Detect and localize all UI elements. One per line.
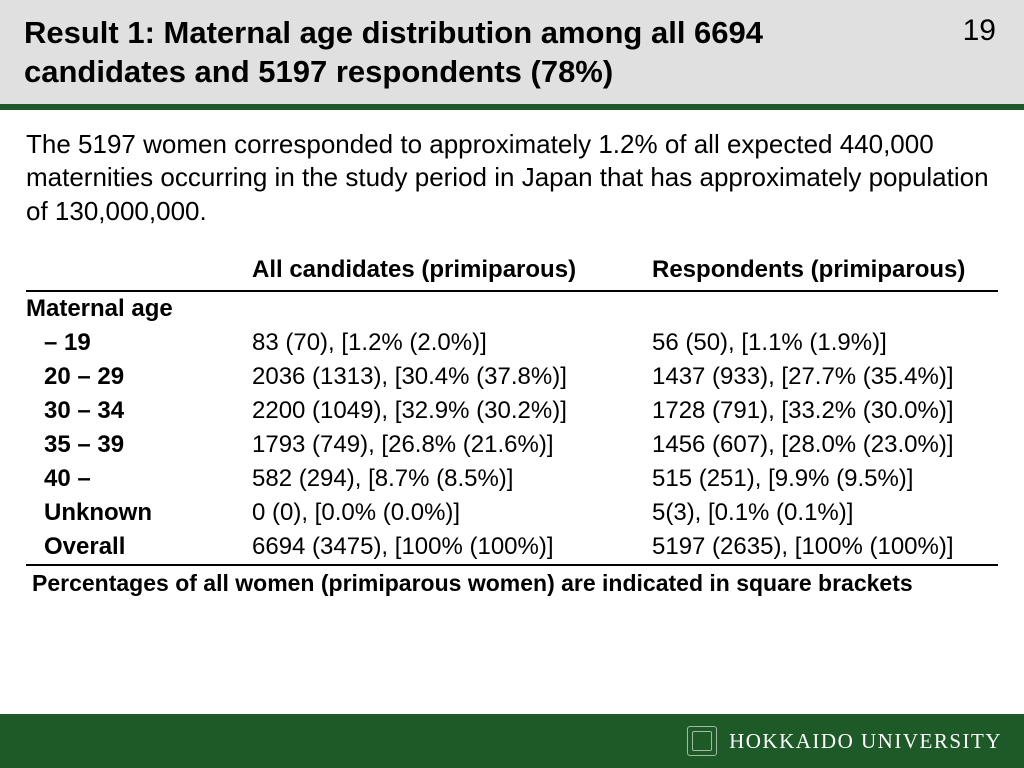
table-footnote: Percentages of all women (primiparous wo… (26, 565, 998, 600)
slide-body: The 5197 women corresponded to approxima… (0, 110, 1024, 600)
university-crest-icon (687, 726, 717, 756)
table-row: – 19 83 (70), [1.2% (2.0%)] 56 (50), [1.… (26, 326, 998, 360)
row-respondents: 1456 (607), [28.0% (23.0%)] (646, 428, 998, 462)
table-header-blank (26, 253, 246, 291)
row-label: 35 – 39 (26, 428, 246, 462)
table-row: 20 – 29 2036 (1313), [30.4% (37.8%)] 143… (26, 360, 998, 394)
row-candidates: 1793 (749), [26.8% (21.6%)] (246, 428, 646, 462)
row-candidates: 0 (0), [0.0% (0.0%)] (246, 496, 646, 530)
row-label: 40 – (26, 462, 246, 496)
table-header-respondents: Respondents (primiparous) (646, 253, 998, 291)
row-respondents: 1728 (791), [33.2% (30.0%)] (646, 394, 998, 428)
table-row: Unknown 0 (0), [0.0% (0.0%)] 5(3), [0.1%… (26, 496, 998, 530)
table-row: Overall 6694 (3475), [100% (100%)] 5197 … (26, 530, 998, 565)
intro-paragraph: The 5197 women corresponded to approxima… (26, 128, 998, 229)
slide-title: Result 1: Maternal age distribution amon… (24, 14, 844, 92)
row-candidates: 582 (294), [8.7% (8.5%)] (246, 462, 646, 496)
university-name: HOKKAIDO UNIVERSITY (729, 729, 1002, 754)
table-row: 40 – 582 (294), [8.7% (8.5%)] 515 (251),… (26, 462, 998, 496)
table-header-candidates: All candidates (primiparous) (246, 253, 646, 291)
row-label: 30 – 34 (26, 394, 246, 428)
table-row: 30 – 34 2200 (1049), [32.9% (30.2%)] 172… (26, 394, 998, 428)
table-section-label: Maternal age (26, 291, 246, 326)
row-candidates: 6694 (3475), [100% (100%)] (246, 530, 646, 565)
university-badge: HOKKAIDO UNIVERSITY (687, 726, 1002, 756)
row-label: Unknown (26, 496, 246, 530)
row-label: – 19 (26, 326, 246, 360)
slide-header: Result 1: Maternal age distribution amon… (0, 0, 1024, 110)
row-label: Overall (26, 530, 246, 565)
row-candidates: 2200 (1049), [32.9% (30.2%)] (246, 394, 646, 428)
row-candidates: 2036 (1313), [30.4% (37.8%)] (246, 360, 646, 394)
row-label: 20 – 29 (26, 360, 246, 394)
row-candidates: 83 (70), [1.2% (2.0%)] (246, 326, 646, 360)
table-row: 35 – 39 1793 (749), [26.8% (21.6%)] 1456… (26, 428, 998, 462)
row-respondents: 515 (251), [9.9% (9.5%)] (646, 462, 998, 496)
row-respondents: 56 (50), [1.1% (1.9%)] (646, 326, 998, 360)
slide-footer: HOKKAIDO UNIVERSITY (0, 714, 1024, 768)
row-respondents: 5(3), [0.1% (0.1%)] (646, 496, 998, 530)
slide-number: 19 (963, 14, 1000, 48)
data-table: All candidates (primiparous) Respondents… (26, 253, 998, 600)
row-respondents: 1437 (933), [27.7% (35.4%)] (646, 360, 998, 394)
row-respondents: 5197 (2635), [100% (100%)] (646, 530, 998, 565)
